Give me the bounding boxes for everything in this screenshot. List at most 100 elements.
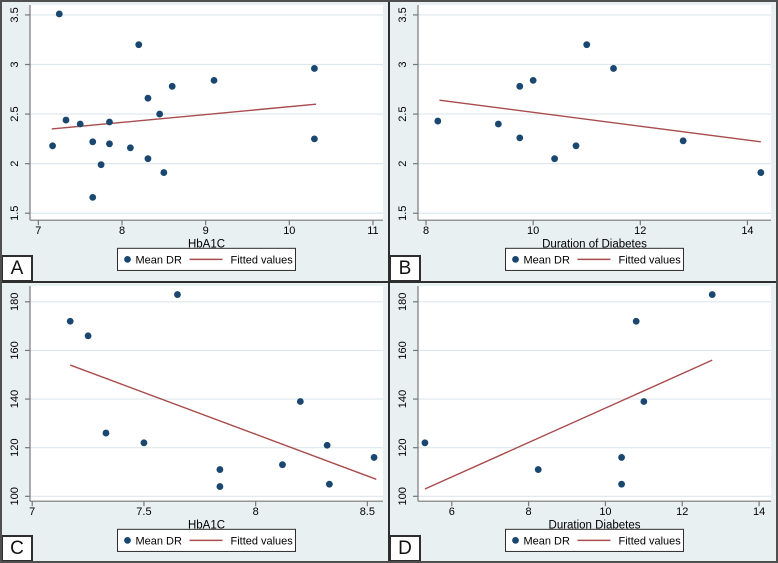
fit-line [51,103,317,130]
plot-area [30,285,383,501]
plot-area [30,5,383,221]
scatter-chart-c: 100 120 140 160 180 7 7.5 8 8.5 HbA1C Mean DR Fitte… [9,285,383,552]
legend-line-label: Fitted values [231,535,294,547]
data-point [583,41,591,49]
plot-area [418,5,771,221]
y-tick-label: 3.5 [397,7,409,22]
x-tick-label: 7.5 [136,506,151,518]
data-point [572,142,580,150]
y-tick-label: 180 [397,292,409,310]
x-tick-label: 9 [203,225,209,237]
panel-letter-a: A [2,254,33,281]
data-point [106,140,113,148]
x-tick-label: 14 [741,225,753,237]
y-tick-label: 140 [9,389,21,407]
y-tick-label: 120 [9,438,21,456]
y-tick-label: 140 [397,389,409,407]
data-point [534,465,542,473]
legend-line-label: Fitted values [619,535,682,547]
legend-line-label: Fitted values [619,254,682,266]
data-point [296,397,304,405]
data-point [62,116,70,124]
legend-marker-dot [512,536,519,544]
x-axis-title: Duration Diabetes [549,519,641,531]
data-point [97,161,105,169]
data-point [516,82,524,90]
data-point [325,480,333,488]
x-tick-label: 11 [367,225,378,237]
data-point [610,65,617,72]
data-point [311,135,318,143]
panel-letter-b: B [390,254,421,281]
legend-line-label: Fitted values [231,254,294,266]
x-tick-label: 8 [423,225,429,237]
data-point [708,290,716,298]
x-tick-label: 7 [35,225,41,237]
data-point [516,134,524,142]
x-tick-label: 10 [527,225,539,237]
y-tick-label: 1.5 [397,206,409,221]
y-tick-label: 3 [9,61,21,67]
data-point [421,438,429,446]
x-tick-label: 8 [119,225,125,237]
x-axis-title: HbA1C [188,238,225,250]
data-point [216,482,224,490]
y-tick-label: 100 [9,487,21,505]
x-tick-label: 8.5 [360,506,375,518]
scatter-chart-d: 100 120 140 160 180 6 8 10 12 14 Duration Diabetes… [397,285,771,552]
data-point [757,169,765,177]
x-tick-label: 12 [634,225,646,237]
data-point [156,110,164,118]
y-tick-label: 2.5 [397,106,409,121]
panel-letter-d: D [390,535,421,561]
data-point [144,94,152,102]
data-point [323,441,331,449]
legend-marker-dot [124,536,131,544]
data-point [89,193,97,201]
y-tick-label: 2 [397,161,409,167]
data-point [618,453,625,461]
data-point [434,117,442,125]
x-tick-label: 12 [676,506,688,518]
fit-line [439,99,761,143]
y-tick-label: 1.5 [9,206,21,221]
x-tick-label: 7 [29,506,35,518]
legend-marker-label: Mean DR [524,535,570,547]
data-point [144,155,152,163]
data-point [135,41,143,49]
data-point [216,465,224,473]
data-point [140,438,148,446]
panel-c: 100 120 140 160 180 7 7.5 8 8.5 HbA1C Mean DR Fitte… [2,282,388,561]
data-point [679,137,687,145]
x-tick-label: 8 [526,506,532,518]
y-tick-label: 160 [397,341,409,359]
data-point [494,120,502,128]
data-point [210,76,218,84]
legend-marker-dot [512,255,519,263]
y-tick-label: 100 [397,487,409,505]
y-tick-label: 2.5 [9,106,21,121]
panel-letter-c: C [2,535,33,561]
data-point [126,144,134,152]
legend-marker-label: Mean DR [136,535,182,547]
y-tick-label: 160 [9,341,21,359]
y-tick-label: 180 [9,292,21,310]
data-point [174,290,181,298]
panel-b: 1.5 2 2.5 3 3.5 8 10 12 14 Duration of Diabetes Me… [390,2,776,281]
data-point [160,169,168,177]
data-point [311,65,318,72]
y-tick-label: 3 [397,61,409,67]
data-point [618,480,625,488]
x-axis-title: HbA1C [188,519,225,531]
fit-line [424,359,713,490]
data-point [76,120,84,128]
data-point [49,142,56,150]
data-point [640,397,648,405]
x-tick-label: 10 [283,225,295,237]
data-point [66,317,74,325]
y-tick-label: 2 [9,161,21,167]
data-point [55,10,63,18]
y-tick-label: 3.5 [9,7,21,22]
data-point [102,429,110,437]
